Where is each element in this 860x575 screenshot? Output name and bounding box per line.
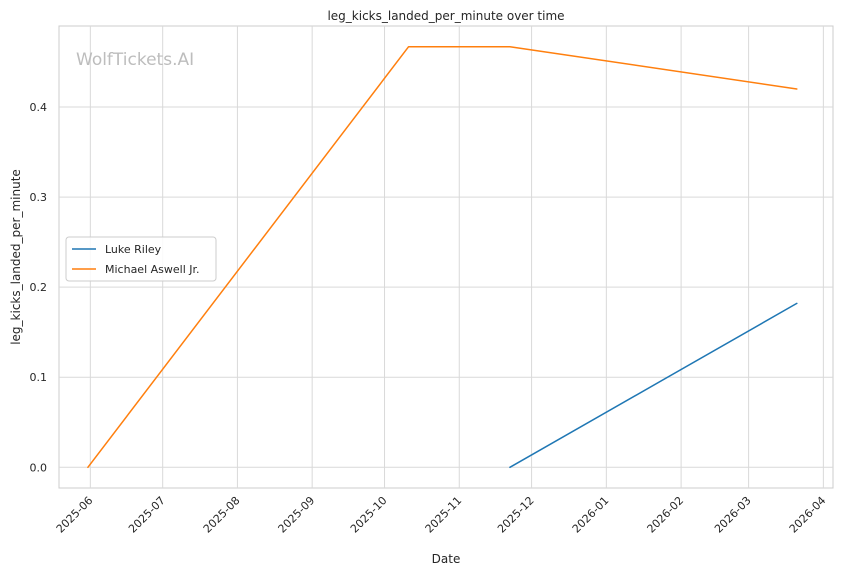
legend-label: Luke Riley	[105, 243, 162, 256]
x-tick-label: 2026-01	[570, 494, 612, 536]
x-tick-label: 2025-07	[126, 494, 168, 536]
series-line-0	[509, 302, 798, 469]
y-tick-label: 0.0	[30, 461, 48, 474]
x-tick-label: 2026-03	[712, 494, 754, 536]
legend: Luke Riley Michael Aswell Jr.	[65, 236, 217, 282]
series-layer	[87, 45, 798, 469]
x-tick-label: 2025-09	[276, 494, 318, 536]
x-axis: 2025-06 2025-07 2025-08 2025-09 2025-10 2025-…	[54, 494, 829, 536]
y-tick-label: 0.4	[30, 101, 48, 114]
chart-title: leg_kicks_landed_per_minute over time	[327, 9, 564, 23]
x-tick-label: 2025-08	[201, 494, 243, 536]
y-axis-label: leg_kicks_landed_per_minute	[9, 169, 23, 345]
watermark: WolfTickets.AI	[76, 50, 194, 70]
x-tick-label: 2025-10	[348, 494, 390, 536]
series-line-1	[87, 45, 798, 469]
legend-label: Michael Aswell Jr.	[105, 263, 200, 276]
x-axis-label: Date	[432, 552, 461, 566]
x-tick-label: 2026-02	[645, 494, 687, 536]
y-tick-label: 0.3	[30, 191, 48, 204]
x-tick-label: 2025-06	[54, 494, 96, 536]
y-tick-label: 0.1	[30, 371, 48, 384]
legend-box	[65, 236, 217, 282]
y-tick-label: 0.2	[30, 281, 48, 294]
x-tick-label: 2026-04	[787, 494, 829, 536]
y-axis: 0.0 0.1 0.2 0.3 0.4	[30, 101, 48, 474]
x-tick-label: 2025-12	[495, 494, 537, 536]
x-tick-label: 2025-11	[423, 494, 465, 536]
grid	[59, 26, 833, 488]
